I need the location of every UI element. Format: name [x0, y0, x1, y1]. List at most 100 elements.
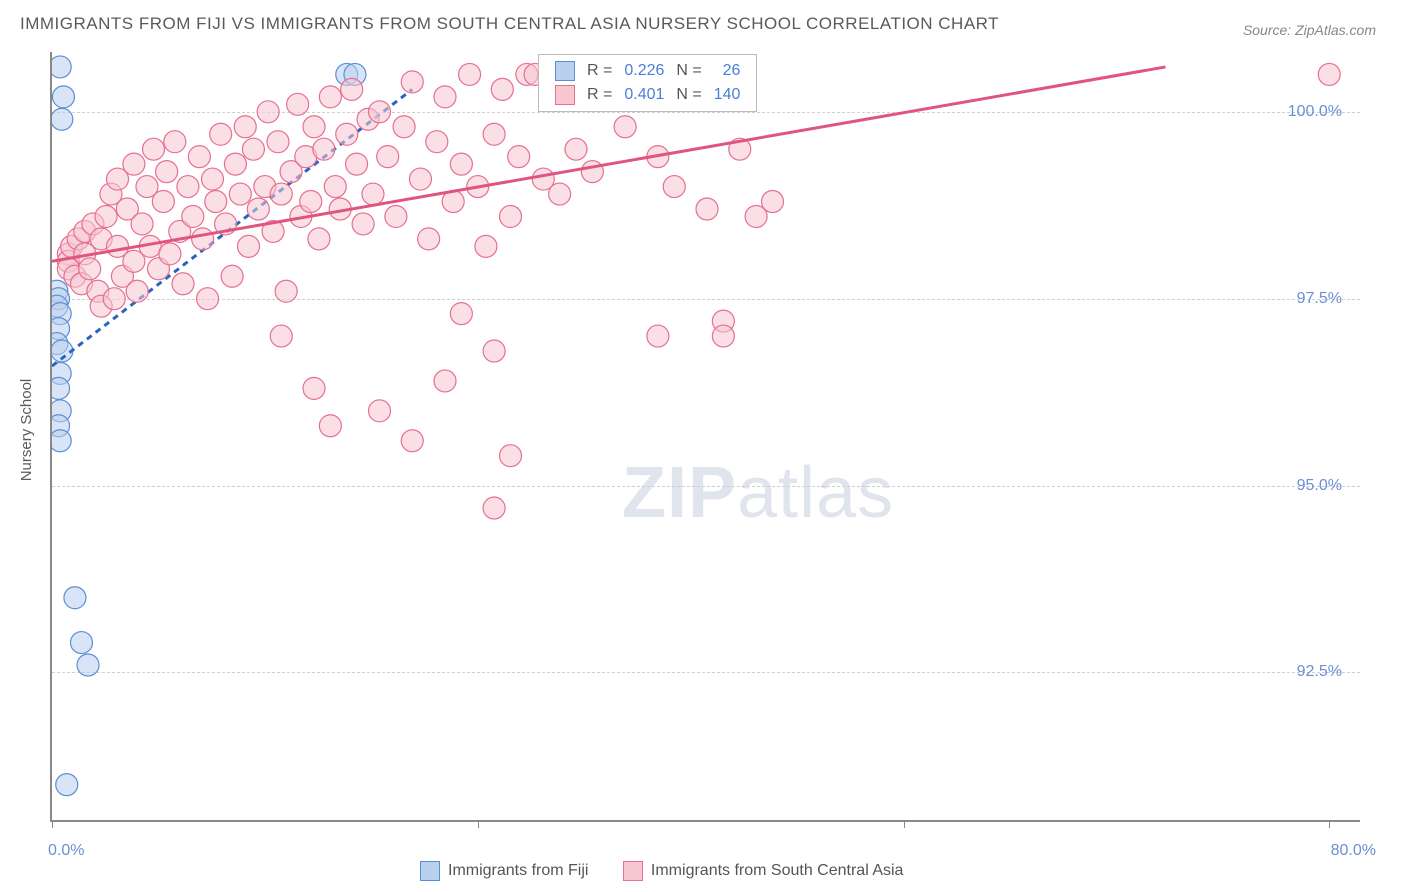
data-point: [205, 191, 227, 213]
data-point: [177, 176, 199, 198]
data-point: [450, 303, 472, 325]
data-point: [123, 250, 145, 272]
bottom-legend-sca: Immigrants from South Central Asia: [623, 861, 904, 881]
xtick: [904, 820, 905, 828]
data-point: [221, 265, 243, 287]
data-point: [164, 131, 186, 153]
data-point: [116, 198, 138, 220]
data-point: [52, 362, 71, 384]
data-point: [247, 198, 269, 220]
data-point: [100, 183, 122, 205]
data-point: [52, 415, 70, 437]
legend-row-fiji: R = 0.226 N = 26: [549, 59, 746, 83]
data-point: [483, 340, 505, 362]
legend-swatch-fiji: [555, 61, 575, 81]
data-point: [90, 228, 112, 250]
data-point: [303, 377, 325, 399]
data-point: [647, 325, 669, 347]
legend-n-label-2: N =: [670, 83, 707, 107]
data-point: [336, 63, 358, 85]
data-point: [192, 228, 214, 250]
data-point: [57, 243, 79, 265]
data-point: [57, 258, 79, 280]
data-point: [52, 56, 71, 78]
xtick-min: 0.0%: [48, 842, 84, 860]
data-point: [139, 235, 161, 257]
data-point: [70, 632, 92, 654]
data-point: [295, 146, 317, 168]
data-point: [434, 86, 456, 108]
data-point: [136, 176, 158, 198]
data-point: [262, 220, 284, 242]
data-point: [107, 168, 129, 190]
data-point: [362, 183, 384, 205]
data-point: [159, 243, 181, 265]
data-point: [152, 191, 174, 213]
data-point: [215, 213, 237, 235]
data-point: [336, 123, 358, 145]
data-point: [147, 258, 169, 280]
data-point: [581, 161, 603, 183]
data-point: [156, 161, 178, 183]
legend-n-sca: 140: [708, 83, 747, 107]
data-point: [61, 235, 83, 257]
data-point: [369, 400, 391, 422]
data-point: [483, 497, 505, 519]
bottom-label-fiji: Immigrants from Fiji: [448, 862, 588, 880]
data-point: [500, 205, 522, 227]
data-point: [303, 116, 325, 138]
data-point: [418, 228, 440, 250]
data-point: [308, 228, 330, 250]
bottom-swatch-fiji: [420, 861, 440, 881]
legend-row-sca: R = 0.401 N = 140: [549, 83, 746, 107]
bottom-legend: Immigrants from Fiji Immigrants from Sou…: [420, 861, 933, 886]
data-point: [341, 78, 363, 100]
legend-r-fiji: 0.226: [618, 59, 670, 83]
data-point: [516, 63, 538, 85]
data-point: [64, 265, 86, 287]
ytick-label: 92.5%: [1297, 663, 1342, 681]
data-point: [52, 333, 68, 355]
data-point: [450, 153, 472, 175]
data-point: [329, 198, 351, 220]
data-point: [508, 146, 530, 168]
data-point: [401, 71, 423, 93]
data-point: [762, 191, 784, 213]
legend-r-sca: 0.401: [618, 83, 670, 107]
legend-r-label-2: R =: [581, 83, 618, 107]
data-point: [111, 265, 133, 287]
legend-swatch-sca: [555, 85, 575, 105]
data-point: [344, 63, 366, 85]
data-point: [393, 116, 415, 138]
xtick: [1329, 820, 1330, 828]
data-point: [346, 153, 368, 175]
data-point: [313, 138, 335, 160]
data-point: [188, 146, 210, 168]
bottom-swatch-sca: [623, 861, 643, 881]
data-point: [172, 273, 194, 295]
ytick-label: 97.5%: [1297, 290, 1342, 308]
watermark: ZIPatlas: [622, 452, 894, 534]
data-point: [647, 146, 669, 168]
legend-n-label: N =: [670, 59, 707, 83]
data-point: [565, 138, 587, 160]
data-point: [52, 400, 71, 422]
data-point: [52, 86, 74, 108]
data-point: [182, 205, 204, 227]
data-point: [224, 153, 246, 175]
ytick-label: 95.0%: [1297, 477, 1342, 495]
data-point: [267, 131, 289, 153]
data-point: [79, 258, 101, 280]
data-point: [549, 183, 571, 205]
data-point: [52, 303, 71, 325]
data-point: [280, 161, 302, 183]
data-point: [385, 205, 407, 227]
data-point: [52, 377, 70, 399]
data-point: [52, 430, 71, 452]
data-point: [319, 415, 341, 437]
data-point: [377, 146, 399, 168]
data-point: [712, 310, 734, 332]
data-point: [663, 176, 685, 198]
data-point: [459, 63, 481, 85]
data-point: [324, 176, 346, 198]
